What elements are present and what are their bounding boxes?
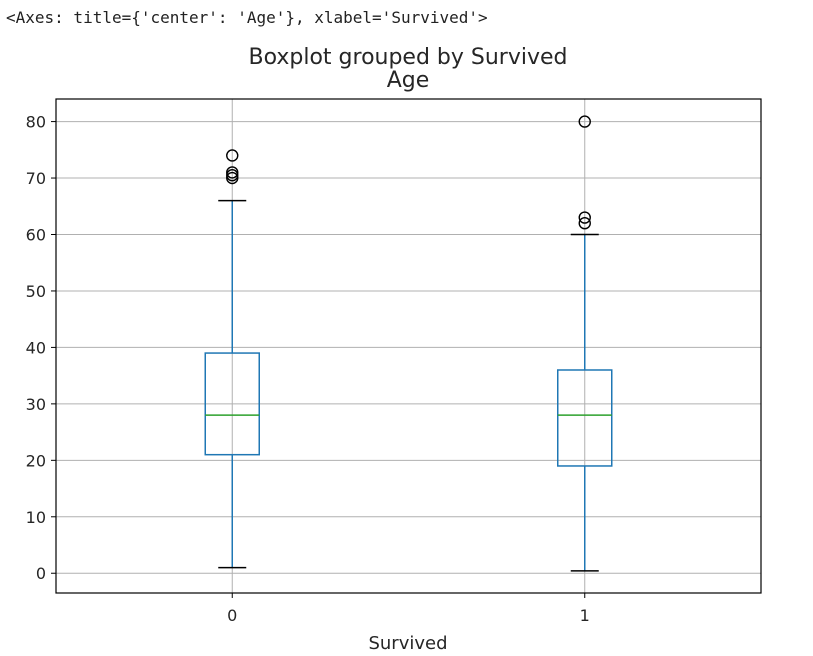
outlier-point [226,166,239,179]
iqr-box [557,369,613,467]
x-tick-label: 1 [580,606,590,625]
y-tick-label: 0 [36,564,46,583]
tick-layer: 0 10 20 30 40 50 60 70 80 0 1 [26,113,590,625]
outlier-point [578,115,591,128]
x-axis-label: Survived [368,633,447,654]
box-group-0 [204,149,260,569]
chart-suptitle: Boxplot grouped by Survived [248,45,567,70]
y-tick-label: 30 [26,395,46,414]
outlier-point [226,149,239,162]
y-tick-label: 20 [26,451,46,470]
y-tick-label: 50 [26,282,46,301]
axes-frame [55,98,762,594]
grid-layer [56,99,761,593]
outlier-point [578,211,591,224]
cell-output-repr: <Axes: title={'center': 'Age'}, xlabel='… [6,8,488,27]
y-tick-label: 10 [26,508,46,527]
outlier-point [578,217,591,230]
y-tick-label: 80 [26,113,46,132]
y-tick-label: 70 [26,169,46,188]
x-tick-label: 0 [227,606,237,625]
y-tick-label: 60 [26,225,46,244]
plot-layer [204,115,613,572]
iqr-box [204,352,260,456]
box-group-1 [557,115,613,572]
chart-title: Age [387,68,430,93]
y-tick-label: 40 [26,338,46,357]
